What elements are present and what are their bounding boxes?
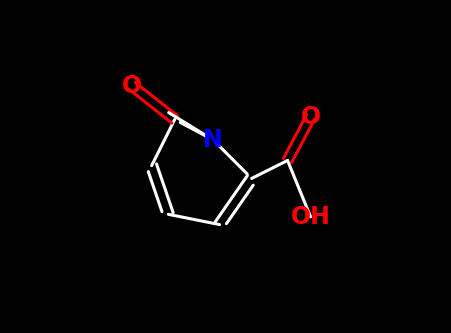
- Text: O: O: [300, 105, 321, 129]
- Text: N: N: [203, 128, 223, 152]
- Text: OH: OH: [291, 205, 331, 229]
- Text: O: O: [122, 74, 143, 98]
